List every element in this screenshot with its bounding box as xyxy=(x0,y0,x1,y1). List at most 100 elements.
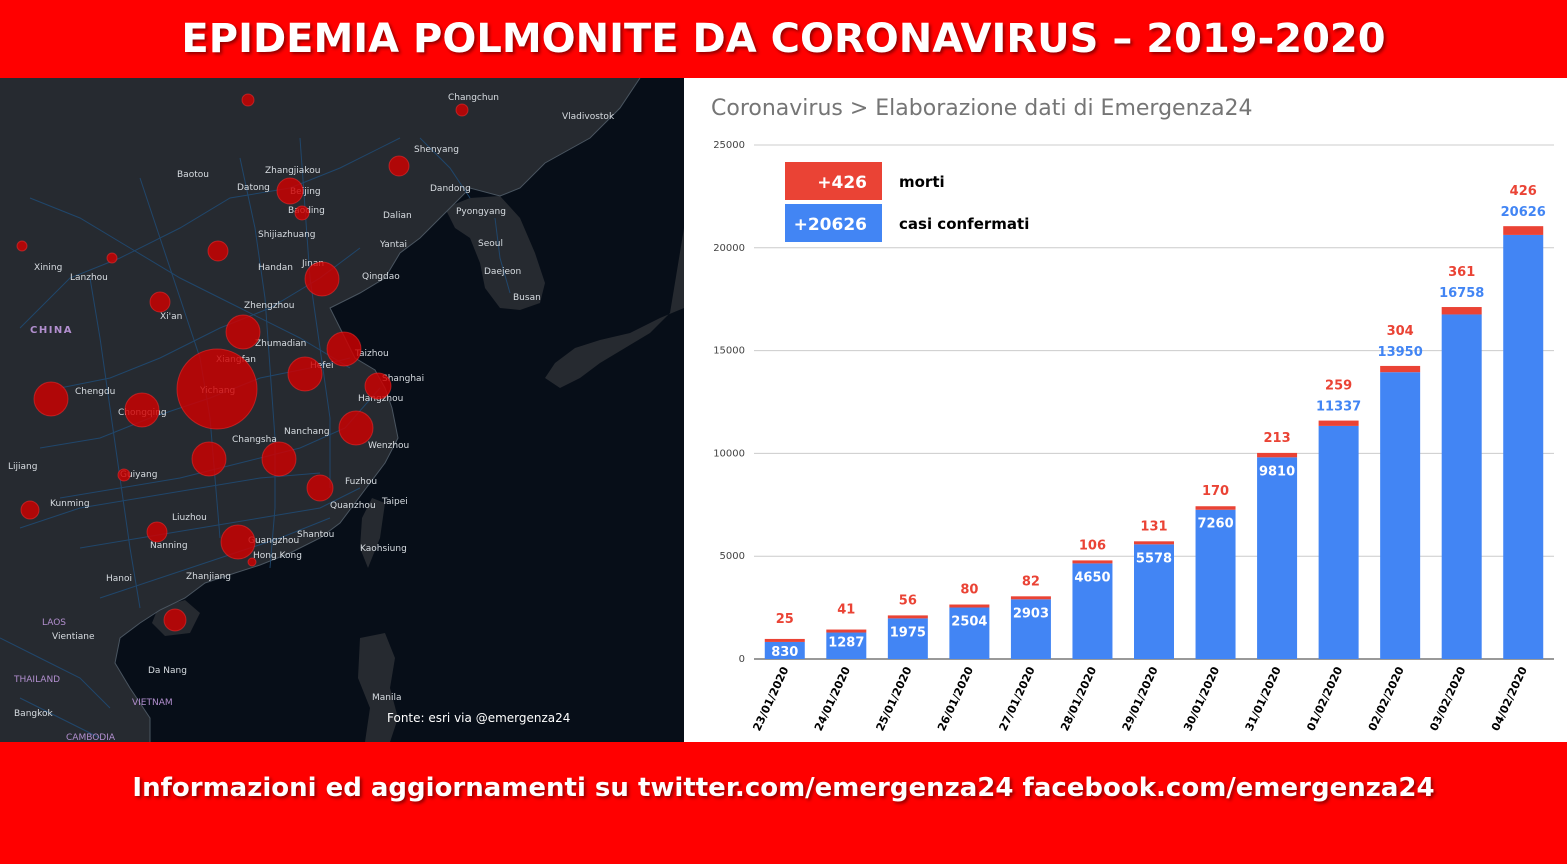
case-marker xyxy=(241,93,255,107)
case-marker xyxy=(33,381,69,417)
bar-deaths xyxy=(1134,541,1174,545)
city-label: Fuzhou xyxy=(345,477,377,487)
bar-chart: 0 5000 10000 15000 20000 25000 830 25 1287 41 197… xyxy=(713,140,1554,733)
case-marker xyxy=(220,524,256,560)
bar-cases xyxy=(764,641,805,659)
legend-deaths-label: morti xyxy=(899,173,945,191)
y-tick-label: 0 xyxy=(739,654,745,665)
page-title: EPIDEMIA POLMONITE DA CORONAVIRUS – 2019… xyxy=(181,16,1386,62)
city-label: Nanchang xyxy=(284,427,330,437)
data-label-deaths: 82 xyxy=(1022,574,1040,589)
bar-deaths xyxy=(1257,452,1298,458)
city-label: Wenzhou xyxy=(368,441,409,451)
x-tick-label: 31/01/2020 xyxy=(1243,664,1284,733)
city-label: Lijiang xyxy=(8,462,37,472)
case-marker xyxy=(306,474,334,502)
data-label-cases: 5578 xyxy=(1136,551,1172,566)
case-marker xyxy=(455,103,469,117)
bar-cases xyxy=(1257,457,1298,659)
city-label: Taipei xyxy=(381,497,408,507)
bar-cases xyxy=(1134,544,1174,659)
bar-cases xyxy=(1503,234,1544,659)
data-label-deaths: 259 xyxy=(1325,379,1352,394)
country-label-cambodia: CAMBODIA xyxy=(66,733,116,742)
country-label-vietnam: VIETNAM xyxy=(132,698,173,708)
x-tick-label: 24/01/2020 xyxy=(812,664,853,733)
case-markers xyxy=(16,93,469,632)
case-marker xyxy=(304,261,340,297)
legend-cases-value: +20626 xyxy=(794,215,867,235)
legend-deaths-swatch xyxy=(785,162,882,200)
y-tick-label: 25000 xyxy=(713,140,745,151)
data-label-deaths: 106 xyxy=(1079,538,1106,553)
data-label-deaths: 361 xyxy=(1448,265,1475,280)
case-marker xyxy=(207,240,229,262)
city-label: Shanghai xyxy=(382,374,424,384)
x-tick-label: 26/01/2020 xyxy=(935,664,976,733)
data-label-cases: 2903 xyxy=(1013,606,1049,621)
data-label-deaths: 41 xyxy=(837,603,855,618)
case-marker xyxy=(146,521,168,543)
bar-deaths xyxy=(1318,420,1359,426)
bar-deaths xyxy=(1010,596,1051,600)
city-label: Changchun xyxy=(448,93,499,103)
x-tick-label: 30/01/2020 xyxy=(1181,664,1222,733)
bar-cases xyxy=(1010,599,1051,659)
bar-cases xyxy=(1441,314,1482,659)
data-label-cases: 4650 xyxy=(1074,570,1110,585)
city-label: Dandong xyxy=(430,184,471,194)
bar-cases xyxy=(1380,372,1421,659)
x-axis-labels: 23/01/2020 24/01/2020 25/01/2020 26/01/2020… xyxy=(750,664,1530,733)
city-label: Shantou xyxy=(297,530,334,540)
bar-cases xyxy=(826,632,867,659)
city-label: Zhanjiang xyxy=(186,572,231,582)
case-marker xyxy=(225,314,261,350)
city-label: Zhumadian xyxy=(255,339,306,349)
city-label: Hefei xyxy=(310,361,334,371)
case-marker xyxy=(276,177,304,205)
header-banner: EPIDEMIA POLMONITE DA CORONAVIRUS – 2019… xyxy=(0,0,1567,78)
data-label-cases: 2504 xyxy=(951,615,987,630)
data-label-deaths: 80 xyxy=(960,583,978,598)
chart-title: Coronavirus > Elaborazione dati di Emerg… xyxy=(711,96,1253,121)
coast-outline xyxy=(114,78,641,742)
city-label: Liuzhou xyxy=(172,513,207,523)
city-label: Yantai xyxy=(379,240,407,250)
case-marker xyxy=(338,410,374,446)
city-label: Jinan xyxy=(301,259,324,269)
legend-cases-label: casi confermati xyxy=(899,215,1029,233)
bar-deaths xyxy=(1072,560,1113,564)
data-label-deaths: 170 xyxy=(1202,484,1229,499)
city-label: Guangzhou xyxy=(248,536,299,546)
city-label: Seoul xyxy=(478,239,503,249)
city-label: Qingdao xyxy=(362,272,400,282)
city-label: Nanning xyxy=(150,541,188,551)
city-label: Bangkok xyxy=(14,709,54,719)
map-labels: CHINA LAOS THAILAND VIETNAM CAMBODIA xyxy=(13,325,173,742)
y-tick-label: 5000 xyxy=(720,551,745,562)
city-label: Chengdu xyxy=(75,387,115,397)
legend-cases-swatch xyxy=(785,204,882,242)
bar-cases xyxy=(1318,425,1359,659)
city-label: Hanoi xyxy=(106,574,132,584)
philippines xyxy=(358,633,398,742)
data-label-deaths: 25 xyxy=(776,612,794,627)
x-tick-label: 04/02/2020 xyxy=(1489,664,1530,733)
country-label-thailand: THAILAND xyxy=(13,675,60,685)
bar-cases xyxy=(887,618,928,659)
case-marker xyxy=(326,331,362,367)
x-tick-label: 01/02/2020 xyxy=(1304,664,1345,733)
bar-cases xyxy=(1195,509,1236,659)
country-label-laos: LAOS xyxy=(42,618,66,628)
bar-deaths xyxy=(1195,506,1236,510)
taiwan xyxy=(360,498,385,568)
case-marker xyxy=(261,441,297,477)
case-marker xyxy=(176,348,258,430)
city-label: Xining xyxy=(34,263,62,273)
city-label: Vladivostok xyxy=(562,112,615,122)
city-label: Manila xyxy=(372,693,402,703)
map-panel: CHINA LAOS THAILAND VIETNAM CAMBODIA Cha… xyxy=(0,78,684,742)
x-tick-label: 29/01/2020 xyxy=(1120,664,1161,733)
data-label-cases: 1975 xyxy=(890,625,926,640)
road-network xyxy=(0,137,511,739)
